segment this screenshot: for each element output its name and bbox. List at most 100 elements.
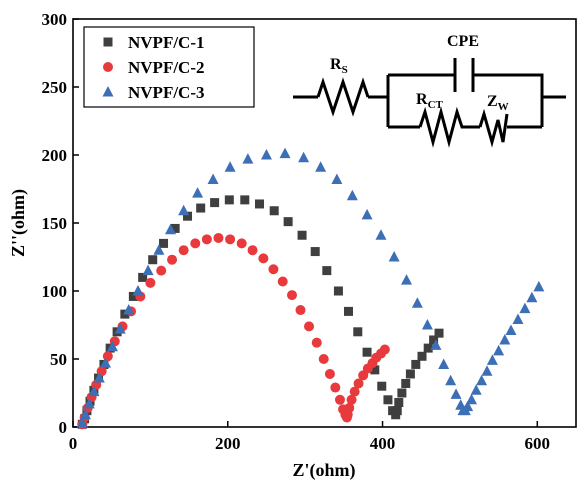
- data-point: [79, 408, 91, 420]
- data-point: [445, 374, 457, 386]
- data-point: [438, 358, 450, 369]
- data-point: [100, 357, 112, 368]
- data-point: [334, 394, 345, 405]
- data-point: [156, 265, 167, 276]
- data-point: [123, 304, 135, 315]
- data-point: [512, 313, 524, 325]
- y-tick-label: 0: [59, 418, 68, 437]
- circuit-parallel-frame: [386, 73, 544, 129]
- data-point: [178, 204, 190, 216]
- data-point: [295, 305, 306, 316]
- data-point: [225, 234, 236, 245]
- data-point: [240, 195, 250, 205]
- data-point: [423, 343, 433, 353]
- data-point: [268, 264, 279, 275]
- data-point: [114, 323, 126, 334]
- legend: NVPF/C-1 NVPF/C-2 NVPF/C-3: [83, 26, 255, 108]
- y-tick-label: 100: [42, 282, 68, 301]
- x-axis-title: Z'(ohm): [293, 460, 356, 481]
- data-point: [76, 416, 88, 428]
- data-point: [377, 381, 387, 391]
- x-tick-label: 0: [69, 434, 78, 453]
- data-point: [298, 151, 310, 163]
- data-point: [128, 291, 138, 301]
- data-point: [192, 187, 204, 198]
- data-point: [450, 388, 462, 399]
- data-point: [343, 306, 353, 316]
- data-point: [392, 406, 402, 416]
- x-tick-label: 400: [370, 434, 396, 453]
- data-point: [159, 238, 169, 248]
- data-point: [324, 368, 335, 379]
- y-tick-label: 200: [42, 146, 68, 165]
- data-point: [269, 206, 279, 216]
- legend-marker-3: [102, 86, 114, 97]
- legend-label-1: NVPF/C-1: [128, 33, 204, 52]
- zw-label: ZW: [487, 93, 509, 113]
- data-point: [165, 223, 177, 235]
- data-point: [322, 266, 332, 276]
- data-point: [486, 354, 498, 365]
- legend-label-3: NVPF/C-3: [128, 83, 204, 102]
- data-point: [383, 395, 393, 405]
- data-point: [224, 161, 236, 172]
- x-axis-ticks: 0 200 400 600: [69, 421, 550, 453]
- rs-resistor-icon: [316, 77, 370, 117]
- data-point: [145, 277, 156, 288]
- y-axis-title: Z''(ohm): [8, 189, 29, 257]
- data-point: [353, 327, 363, 337]
- data-point: [421, 319, 433, 330]
- data-point: [481, 365, 493, 376]
- data-point: [362, 347, 372, 357]
- data-point: [434, 328, 444, 338]
- y-axis-ticks: 0 50 100 150 200 250 300: [42, 10, 79, 437]
- data-point: [304, 321, 315, 332]
- data-point: [462, 400, 474, 412]
- plot-area: 0 50 100 150 200 250 300 0 200 400 600: [42, 10, 577, 453]
- data-point: [170, 223, 180, 233]
- data-point: [346, 189, 358, 201]
- data-point: [315, 161, 327, 172]
- data-point: [466, 393, 478, 405]
- data-point: [213, 232, 224, 243]
- data-point: [183, 211, 193, 221]
- data-point: [333, 286, 343, 296]
- data-point: [394, 398, 404, 408]
- data-point: [148, 255, 158, 265]
- data-points: [76, 147, 545, 430]
- legend-marker-1: [103, 37, 113, 47]
- data-point: [411, 297, 423, 308]
- legend-label-2: NVPF/C-2: [128, 58, 204, 77]
- data-point: [430, 339, 442, 350]
- data-point: [411, 359, 421, 369]
- data-point: [375, 229, 387, 240]
- data-point: [499, 333, 511, 345]
- data-point: [370, 365, 380, 375]
- data-point: [142, 264, 154, 276]
- data-point: [178, 245, 189, 256]
- data-point: [311, 337, 322, 348]
- data-point: [401, 378, 411, 388]
- data-point: [153, 244, 165, 255]
- data-point: [331, 173, 343, 184]
- data-point: [397, 388, 407, 398]
- data-point: [210, 198, 220, 208]
- data-point: [349, 386, 360, 397]
- data-point: [167, 254, 178, 265]
- data-point: [283, 217, 293, 227]
- data-point: [476, 374, 488, 386]
- data-point: [132, 285, 144, 296]
- data-point: [258, 253, 269, 264]
- data-point: [417, 351, 427, 361]
- data-point: [83, 397, 95, 409]
- data-point: [379, 344, 390, 355]
- data-point: [388, 251, 400, 262]
- data-point: [207, 173, 219, 184]
- y-tick-label: 150: [42, 214, 68, 233]
- data-point: [201, 234, 212, 245]
- data-point: [344, 402, 355, 413]
- rct-label: RCT: [416, 91, 444, 111]
- data-point: [505, 324, 517, 335]
- equivalent-circuit-inset: [293, 58, 566, 148]
